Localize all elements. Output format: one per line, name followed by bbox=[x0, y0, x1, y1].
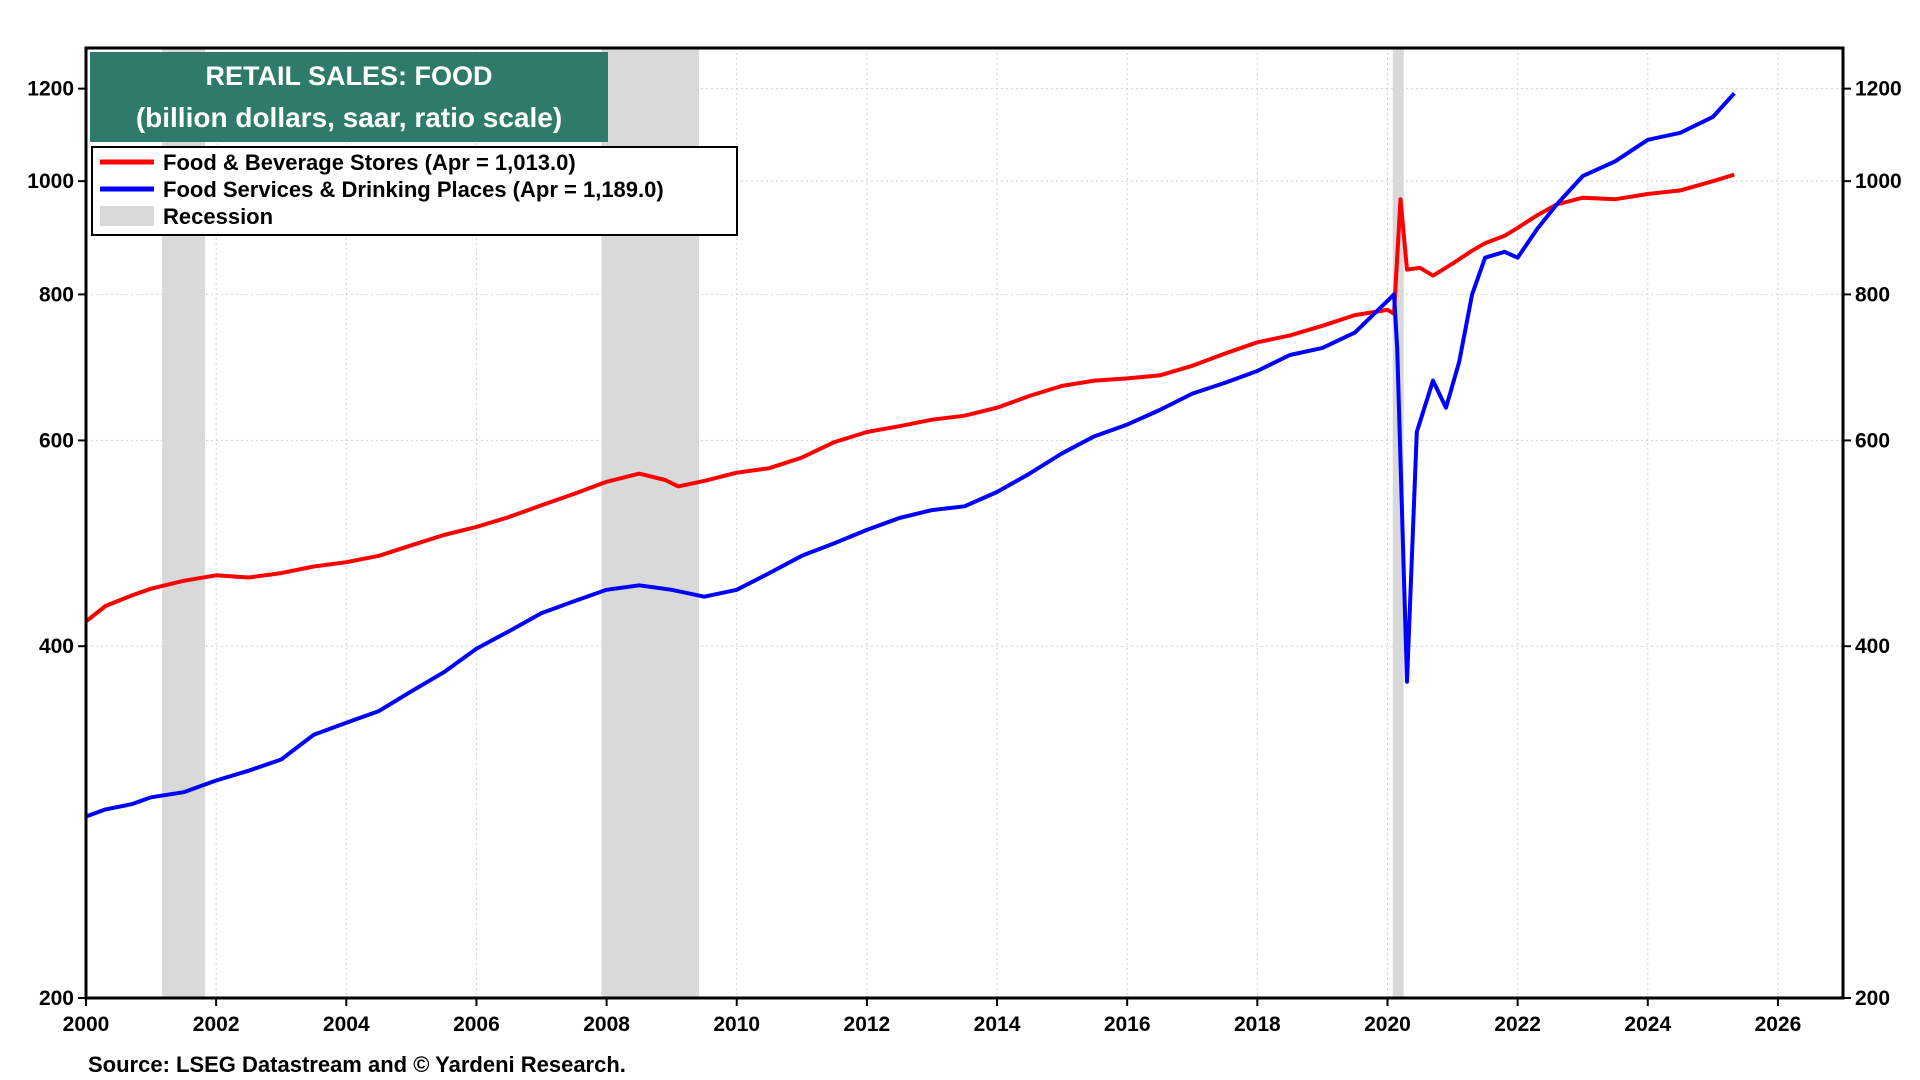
legend: Food & Beverage Stores (Apr = 1,013.0) F… bbox=[91, 146, 738, 236]
plot-frame bbox=[84, 46, 1845, 1000]
title-box: RETAIL SALES: FOOD (billion dollars, saa… bbox=[90, 52, 608, 142]
x-tick-label: 2008 bbox=[583, 1013, 630, 1036]
x-tick-label: 2014 bbox=[974, 1013, 1021, 1036]
y-tick-label-right: 200 bbox=[1855, 987, 1890, 1010]
y-tick-label-left: 200 bbox=[39, 987, 74, 1010]
y-tick-label-left: 600 bbox=[39, 429, 74, 452]
recession-band bbox=[1392, 48, 1404, 998]
x-tick-label: 2012 bbox=[844, 1013, 891, 1036]
x-tick-label: 2026 bbox=[1755, 1013, 1802, 1036]
y-tick-label-left: 800 bbox=[39, 283, 74, 306]
x-tick-label: 2004 bbox=[323, 1013, 370, 1036]
x-tick-label: 2006 bbox=[453, 1013, 500, 1036]
legend-box bbox=[91, 146, 738, 236]
x-tick-label: 2016 bbox=[1104, 1013, 1151, 1036]
title-background bbox=[90, 52, 608, 142]
legend-label-food-services: Food Services & Drinking Places (Apr = 1… bbox=[163, 177, 664, 202]
y-tick-label-left: 1200 bbox=[27, 78, 74, 101]
y-tick-label-right: 600 bbox=[1855, 429, 1890, 452]
y-tick-label-right: 1200 bbox=[1855, 78, 1902, 101]
y-tick-label-left: 400 bbox=[39, 635, 74, 658]
x-tick-label: 2018 bbox=[1234, 1013, 1281, 1036]
x-tick-label: 2022 bbox=[1494, 1013, 1541, 1036]
legend-label-food-beverage: Food & Beverage Stores (Apr = 1,013.0) bbox=[163, 150, 576, 175]
legend-label-recession: Recession bbox=[163, 204, 273, 229]
source-note: Source: LSEG Datastream and © Yardeni Re… bbox=[88, 1052, 626, 1077]
x-tick-label: 2024 bbox=[1624, 1013, 1671, 1036]
x-tick-label: 2010 bbox=[713, 1013, 760, 1036]
legend-swatch-recession bbox=[100, 206, 154, 226]
axis-layer: 200 200 400 400 600 600 800 800 1000 1000 1200 1200… bbox=[27, 78, 1901, 1036]
y-tick-label-right: 800 bbox=[1855, 283, 1890, 306]
x-tick-label: 2000 bbox=[63, 1013, 110, 1036]
y-tick-label-left: 1000 bbox=[27, 170, 74, 193]
series-line-food-services bbox=[85, 91, 1736, 819]
chart-title: RETAIL SALES: FOOD bbox=[205, 61, 492, 91]
chart-subtitle: (billion dollars, saar, ratio scale) bbox=[136, 102, 562, 133]
y-tick-label-right: 400 bbox=[1855, 635, 1890, 658]
x-tick-label: 2002 bbox=[193, 1013, 240, 1036]
x-tick-label: 2020 bbox=[1364, 1013, 1411, 1036]
series-line-food-beverage bbox=[84, 172, 1735, 623]
series-layer bbox=[84, 91, 1736, 819]
y-tick-label-right: 1000 bbox=[1855, 170, 1902, 193]
